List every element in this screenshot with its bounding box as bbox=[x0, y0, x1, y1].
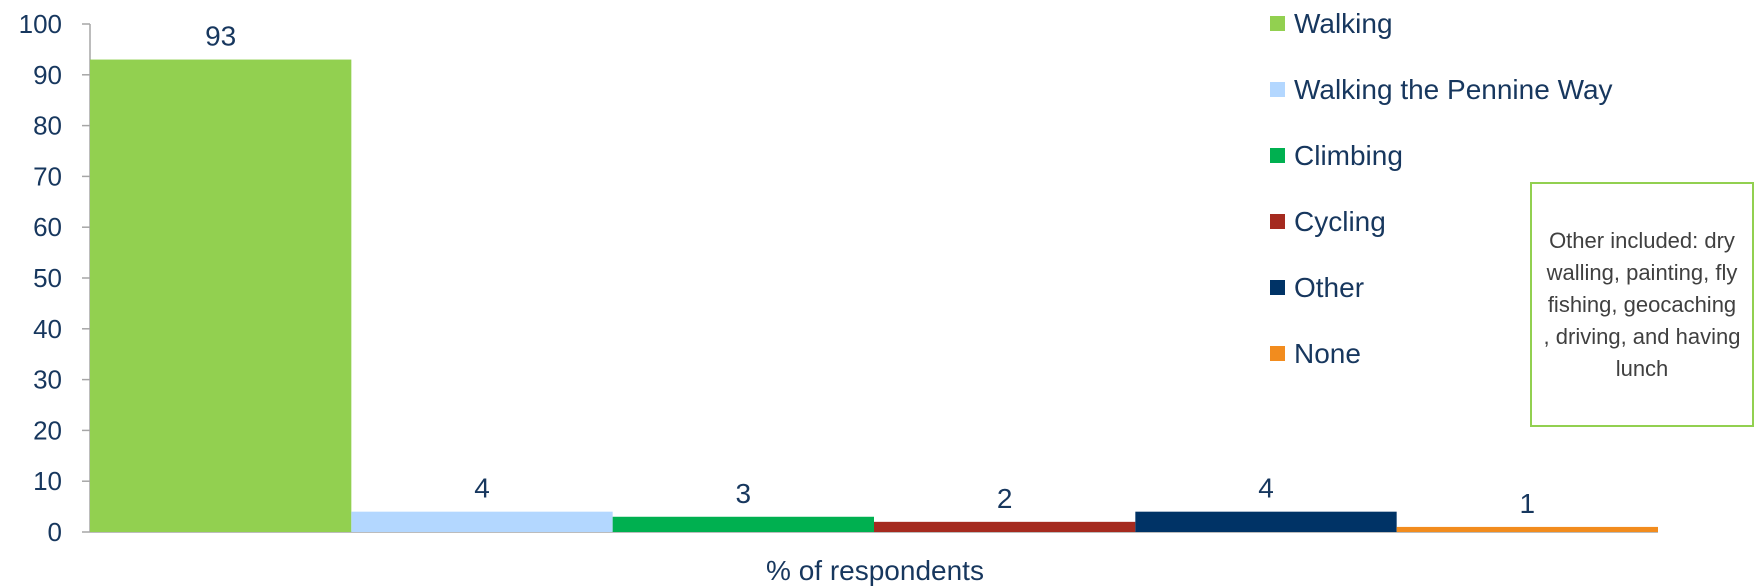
legend-label: Cycling bbox=[1294, 206, 1386, 237]
legend-swatch bbox=[1270, 82, 1285, 97]
legend-swatch bbox=[1270, 16, 1285, 31]
y-tick-label: 10 bbox=[33, 466, 62, 496]
legend-swatch bbox=[1270, 214, 1285, 229]
y-tick-label: 70 bbox=[33, 161, 62, 191]
y-tick-label: 60 bbox=[33, 212, 62, 242]
bar bbox=[612, 516, 874, 532]
bar bbox=[1396, 526, 1658, 532]
y-tick-label: 0 bbox=[48, 517, 62, 547]
bars bbox=[90, 59, 1658, 533]
legend-label: Walking bbox=[1294, 8, 1393, 39]
legend-swatch bbox=[1270, 280, 1285, 295]
legend-label: Other bbox=[1294, 272, 1364, 303]
y-tick-label: 30 bbox=[33, 365, 62, 395]
x-axis-label: % of respondents bbox=[766, 555, 984, 586]
y-tick-label: 90 bbox=[33, 60, 62, 90]
note-box: Other included: dry walling, painting, f… bbox=[1530, 182, 1754, 427]
bar bbox=[874, 521, 1136, 532]
y-tick-label: 100 bbox=[19, 9, 62, 39]
y-tick-label: 50 bbox=[33, 263, 62, 293]
y-tick-label: 20 bbox=[33, 415, 62, 445]
legend-swatch bbox=[1270, 148, 1285, 163]
data-label: 1 bbox=[1520, 488, 1536, 519]
data-label: 93 bbox=[205, 21, 236, 52]
data-labels: 93 4 3 2 4 1 bbox=[205, 21, 1535, 519]
data-label: 3 bbox=[736, 478, 752, 509]
bar bbox=[90, 59, 352, 533]
data-label: 4 bbox=[474, 473, 490, 504]
legend: Walking Walking the Pennine Way Climbing Cy… bbox=[1270, 8, 1613, 369]
legend-swatch bbox=[1270, 346, 1285, 361]
legend-label: None bbox=[1294, 338, 1361, 369]
bar bbox=[351, 511, 613, 532]
legend-label: Walking the Pennine Way bbox=[1294, 74, 1613, 105]
y-tick-label: 40 bbox=[33, 314, 62, 344]
data-label: 4 bbox=[1258, 473, 1274, 504]
note-text: Other included: dry walling, painting, f… bbox=[1543, 227, 1741, 381]
legend-label: Climbing bbox=[1294, 140, 1403, 171]
y-tick-label: 80 bbox=[33, 111, 62, 141]
data-label: 2 bbox=[997, 483, 1013, 514]
bar bbox=[1135, 511, 1397, 532]
